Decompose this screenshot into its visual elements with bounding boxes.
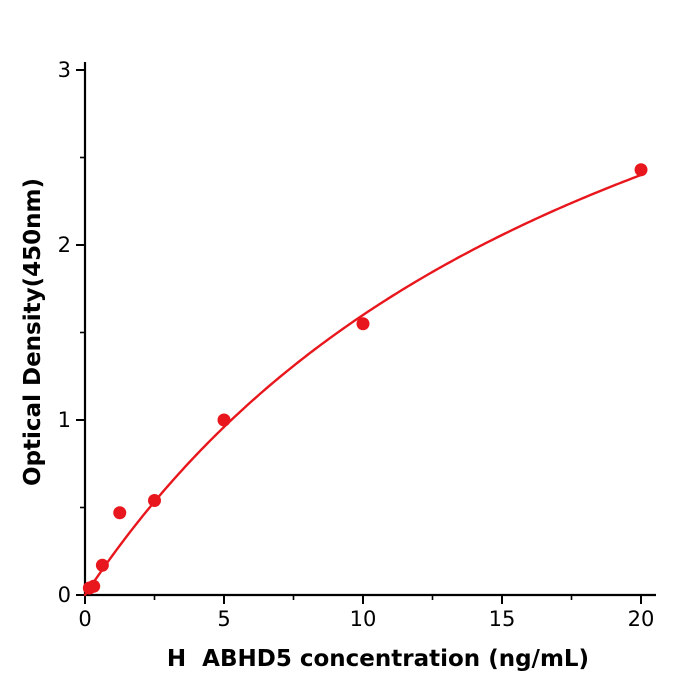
data-point: [113, 506, 127, 520]
fit-curve: [83, 173, 643, 597]
data-point: [87, 579, 101, 593]
x-tick-label: 0: [78, 607, 91, 631]
y-tick-label: 1: [58, 408, 71, 432]
x-tick-label: 15: [489, 607, 516, 631]
y-tick-label: 3: [58, 58, 71, 82]
data-point: [634, 163, 648, 177]
axes-group: 0 5 10 15 20 0 1 2 3: [58, 58, 656, 631]
y-tick-label: 0: [58, 583, 71, 607]
x-tick-label: 10: [350, 607, 377, 631]
x-tick-label: 20: [628, 607, 655, 631]
data-point: [148, 494, 161, 507]
data-point: [95, 558, 109, 572]
data-point: [217, 413, 231, 427]
plot-group: [82, 163, 648, 597]
data-point: [356, 317, 370, 331]
y-tick-label: 2: [58, 233, 71, 257]
y-axis-label: Optical Density(450nm): [20, 178, 46, 486]
x-tick-label: 5: [217, 607, 230, 631]
x-axis-label: H ABHD5 concentration (ng/mL): [167, 646, 589, 672]
